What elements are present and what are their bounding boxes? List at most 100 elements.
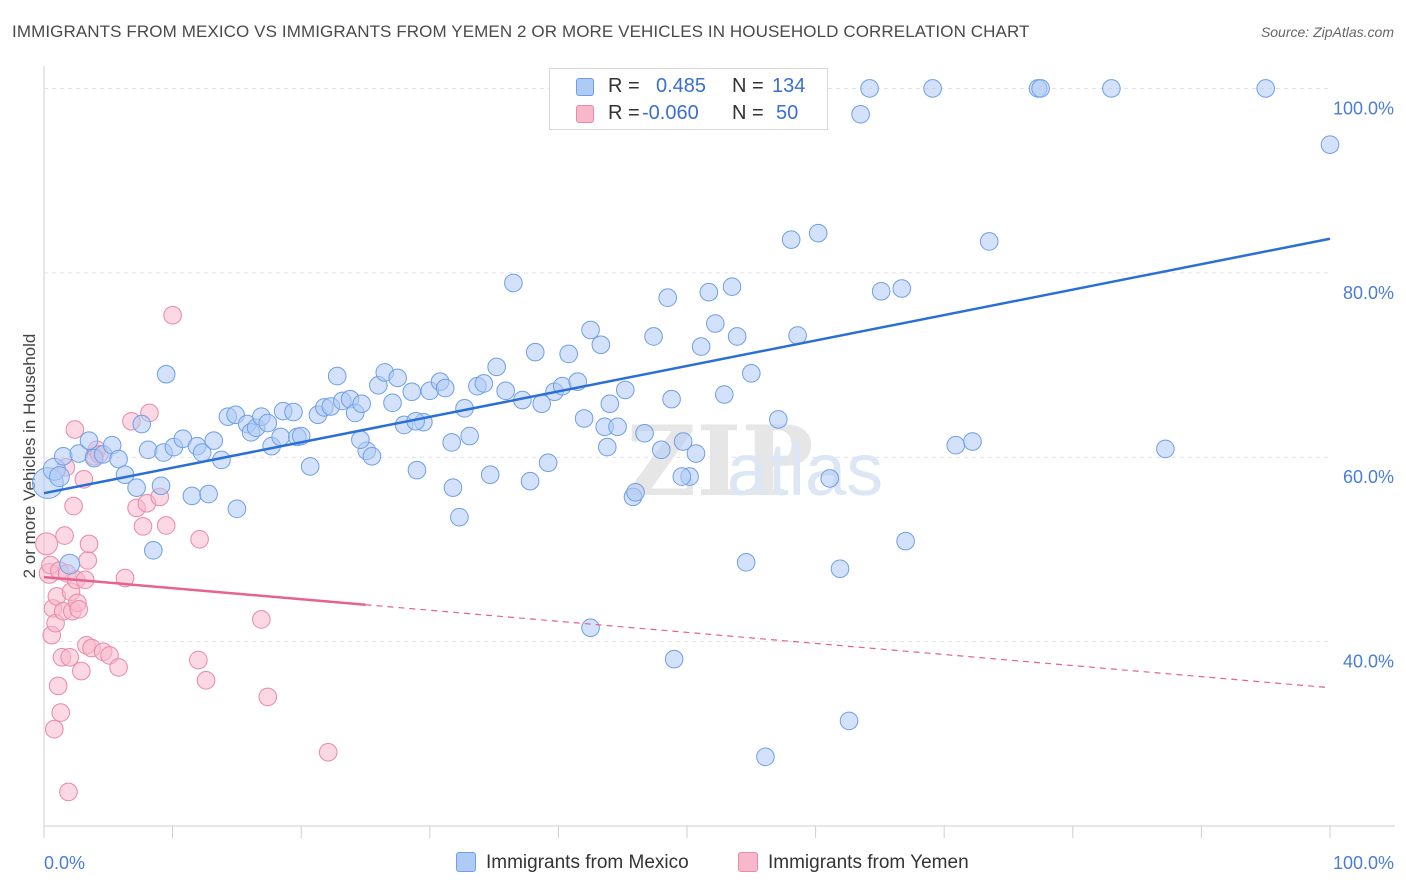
mexico-swatch: [576, 78, 594, 96]
yemen-point: [196, 671, 216, 690]
yemen-point: [65, 420, 85, 439]
yemen-point: [44, 719, 64, 739]
mexico-point: [597, 437, 617, 457]
mexico-point: [722, 277, 742, 296]
mexico-point: [199, 484, 218, 504]
mexico-point: [820, 469, 840, 488]
mexico-point: [388, 368, 407, 388]
mexico-point: [615, 380, 635, 400]
mexico-point: [132, 414, 152, 434]
yemen-trend-line-dashed: [365, 604, 1331, 689]
series-mexico-points: [31, 79, 1340, 767]
bottom-legend-mexico: Immigrants from Mexico: [456, 852, 689, 874]
correlation-legend: R = 0.485 N = 134 R = -0.060 N = 50: [549, 68, 828, 130]
mexico-point: [635, 423, 654, 443]
mexico-point: [839, 711, 859, 731]
mexico-point: [673, 432, 693, 451]
mexico-point: [871, 281, 891, 301]
mexico-point: [756, 747, 775, 767]
mexico-point: [351, 430, 370, 450]
mexico-point: [686, 444, 706, 463]
mexico-point: [127, 478, 146, 497]
mexico-point: [1031, 79, 1050, 98]
yemen-point: [60, 647, 80, 667]
mexico-point: [860, 79, 879, 98]
legend-row-mexico: R = 0.485 N = 134: [550, 73, 827, 101]
mexico-trend-line: [43, 237, 1331, 495]
mexico-point: [49, 466, 70, 487]
mexico-point: [300, 457, 320, 476]
mexico-point: [460, 426, 479, 446]
mexico-point: [946, 435, 966, 455]
mexico-point: [59, 553, 81, 575]
yemen-point: [133, 517, 153, 536]
yemen-point: [258, 687, 278, 707]
legend-r-value-yemen: -0.060: [642, 102, 699, 124]
legend-n-label: N =: [732, 102, 764, 124]
yemen-swatch: [576, 105, 594, 123]
mexico-point: [608, 417, 627, 437]
mexico-point: [79, 431, 99, 450]
y-tick-label: 100.0%: [1333, 98, 1394, 118]
mexico-point: [808, 223, 828, 243]
mexico-point: [1156, 439, 1175, 459]
yemen-legend-swatch: [738, 852, 758, 872]
legend-n-value-yemen: 50: [776, 102, 799, 124]
mexico-point: [742, 364, 761, 383]
yemen-point: [35, 532, 59, 556]
yemen-point: [190, 529, 209, 549]
yemen-point: [59, 782, 78, 802]
mexico-point: [581, 618, 600, 638]
mexico-point: [658, 288, 678, 308]
yemen-point: [189, 650, 208, 670]
mexico-point: [714, 385, 734, 404]
yemen-point: [71, 661, 91, 681]
mexico-point: [435, 378, 455, 398]
mexico-point: [204, 431, 224, 450]
mexico-point: [923, 79, 942, 98]
legend-row-yemen: R = -0.060 N = 50: [550, 100, 827, 128]
mexico-point: [736, 553, 756, 572]
mexico-point: [109, 449, 128, 469]
series-yemen-points: [35, 305, 338, 802]
x-tick-label: 100.0%: [1333, 853, 1394, 873]
legend-r-label: R =: [608, 75, 640, 97]
yemen-point: [115, 568, 135, 588]
source-credit: Source: ZipAtlas.com: [1260, 24, 1394, 40]
trend-lines: [43, 237, 1331, 689]
mexico-legend-label: Immigrants from Mexico: [486, 852, 689, 873]
mexico-point: [138, 440, 158, 460]
mexico-point: [892, 279, 912, 298]
mexico-point: [442, 433, 461, 452]
mexico-point: [496, 381, 515, 401]
mexico-point: [182, 486, 202, 506]
mexico-point: [144, 541, 163, 560]
mexico-point: [1256, 79, 1275, 98]
mexico-point: [450, 507, 469, 527]
mexico-point: [830, 559, 850, 579]
mexico-point: [156, 364, 176, 384]
mexico-point: [352, 394, 371, 414]
yemen-point: [318, 742, 338, 762]
mexico-point: [480, 465, 500, 485]
legend-n-label: N =: [732, 75, 764, 97]
watermark-atlas: atlas: [727, 428, 883, 511]
axes: [43, 66, 1395, 838]
mexico-point: [284, 402, 303, 422]
mexico-point: [1320, 135, 1340, 154]
yemen-point: [79, 534, 99, 554]
mexico-point: [581, 320, 600, 340]
mexico-point: [407, 460, 427, 480]
mexico-point: [651, 440, 671, 460]
mexico-point: [383, 393, 402, 413]
mexico-point: [591, 335, 611, 355]
yemen-legend-label: Immigrants from Yemen: [768, 852, 969, 873]
mexico-point: [600, 394, 620, 414]
mexico-point: [574, 409, 594, 428]
mexico-point: [626, 482, 645, 502]
y-tick-label: 60.0%: [1343, 467, 1394, 487]
mexico-point: [963, 432, 982, 451]
mexico-point: [979, 232, 999, 251]
mexico-point: [538, 453, 558, 473]
